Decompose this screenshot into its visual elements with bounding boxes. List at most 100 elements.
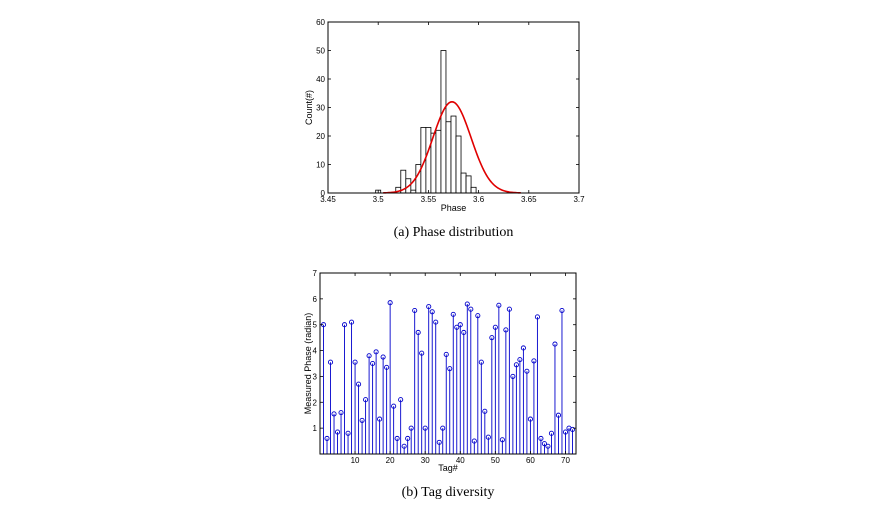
stem-chart: 10 20 30 40 50 60 70 1 2 3 4 5 6 7 Tag# Measured Phas… [303, 269, 577, 500]
stem-marker [489, 335, 495, 341]
stem-series [320, 300, 576, 454]
stem-marker [331, 411, 337, 417]
stem-marker [405, 435, 411, 442]
stem-marker [363, 397, 369, 403]
stem-marker [433, 319, 439, 325]
stem-marker [510, 373, 516, 379]
histogram-caption: (a) Phase distribution [394, 225, 514, 240]
stem-marker [426, 304, 432, 310]
stem-axes-box [319, 272, 577, 455]
stem-caption: (b) Tag diversity [402, 485, 495, 500]
histogram-bar [465, 175, 472, 194]
stem-marker [503, 327, 509, 333]
stem-marker [499, 437, 505, 443]
stem-marker [520, 345, 526, 351]
stem-y-tick-label: 5 [313, 321, 318, 330]
stem-marker [391, 403, 397, 409]
stem-marker [517, 357, 523, 363]
stem-y-tick-label: 7 [313, 269, 318, 278]
stem-x-tick-label: 40 [456, 456, 465, 465]
histogram-bar [445, 121, 452, 194]
stem-marker [513, 362, 519, 368]
stem-marker [398, 397, 404, 403]
histogram-y-tick-label: 40 [316, 75, 325, 84]
histogram-bar [435, 129, 442, 194]
histogram-x-tick-label: 3.7 [573, 195, 585, 204]
stem-ticks: 10 20 30 40 50 60 70 1 2 3 4 5 6 7 [313, 269, 576, 465]
stem-marker [419, 350, 425, 356]
stem-x-tick-label: 70 [561, 456, 570, 465]
stem-marker [450, 311, 456, 317]
histogram-y-tick-label: 50 [316, 47, 325, 56]
stem-marker [359, 417, 365, 423]
histogram-y-tick-label: 30 [316, 104, 325, 113]
stem-y-tick-label: 4 [313, 347, 318, 356]
stem-marker [527, 416, 533, 422]
stem-marker [324, 435, 330, 442]
stem-marker [534, 314, 540, 320]
stem-marker [545, 443, 551, 449]
histogram-x-tick-label: 3.65 [521, 195, 537, 204]
stem-y-tick-label: 6 [313, 295, 318, 304]
stem-marker [482, 408, 488, 414]
stem-marker [387, 300, 393, 306]
histogram-x-tick-label: 3.5 [373, 195, 385, 204]
stem-marker [352, 359, 358, 365]
stem-y-tick-label: 3 [313, 372, 318, 381]
histogram-chart: 3.45 3.5 3.55 3.6 3.65 3.7 0 10 20 30 40 50 60 Phase… [304, 18, 585, 240]
stem-marker [429, 309, 435, 315]
stem-marker [454, 324, 460, 330]
histogram-x-tick-label: 3.55 [421, 195, 437, 204]
stem-marker [394, 435, 400, 442]
stem-marker [447, 366, 453, 372]
histogram-x-tick-label: 3.45 [320, 195, 336, 204]
stem-marker [338, 410, 344, 416]
stem-marker [496, 302, 502, 308]
stem-marker [408, 425, 414, 431]
stem-marker [380, 354, 386, 360]
stem-marker [478, 359, 484, 365]
histogram-bar [470, 186, 477, 194]
stem-marker [559, 307, 565, 314]
stem-x-tick-label: 20 [386, 456, 395, 465]
stem-marker [370, 360, 376, 367]
stem-marker [377, 416, 383, 422]
stem-x-tick-label: 50 [491, 456, 500, 465]
stem-x-tick-label: 10 [351, 456, 360, 465]
histogram-bar [425, 127, 432, 194]
stem-marker [440, 425, 446, 431]
stem-marker [457, 322, 463, 328]
histogram-bar [455, 135, 462, 194]
stem-marker [468, 306, 474, 312]
stem-marker [485, 434, 491, 440]
stem-y-tick-label: 1 [313, 424, 318, 433]
stem-marker [531, 358, 537, 364]
histogram-x-axis-label: Phase [441, 203, 467, 213]
stem-marker [349, 319, 355, 325]
histogram-y-tick-label: 20 [316, 132, 325, 141]
stem-marker [475, 313, 481, 319]
stem-x-tick-label: 30 [421, 456, 430, 465]
stem-marker [341, 322, 348, 328]
stem-marker [524, 368, 530, 374]
stem-marker [412, 307, 418, 314]
stem-marker [464, 301, 470, 307]
stem-marker [327, 359, 334, 365]
stem-marker [552, 341, 558, 347]
stem-marker [443, 351, 449, 358]
stem-x-tick-label: 60 [526, 456, 535, 465]
stem-marker [356, 381, 362, 387]
gaussian-fit-curve [383, 100, 521, 194]
stem-marker [461, 329, 467, 336]
histogram-bar [460, 172, 467, 194]
stem-marker [471, 438, 477, 444]
histogram-x-tick-label: 3.6 [473, 195, 485, 204]
stem-marker [422, 425, 428, 431]
histogram-bar [450, 115, 457, 194]
histogram-y-tick-label: 10 [316, 161, 325, 170]
stem-y-axis-label: Measured Phase (radian) [303, 313, 313, 415]
stem-marker [401, 443, 407, 449]
stem-x-axis-label: Tag# [438, 463, 458, 473]
stem-marker [541, 441, 547, 447]
